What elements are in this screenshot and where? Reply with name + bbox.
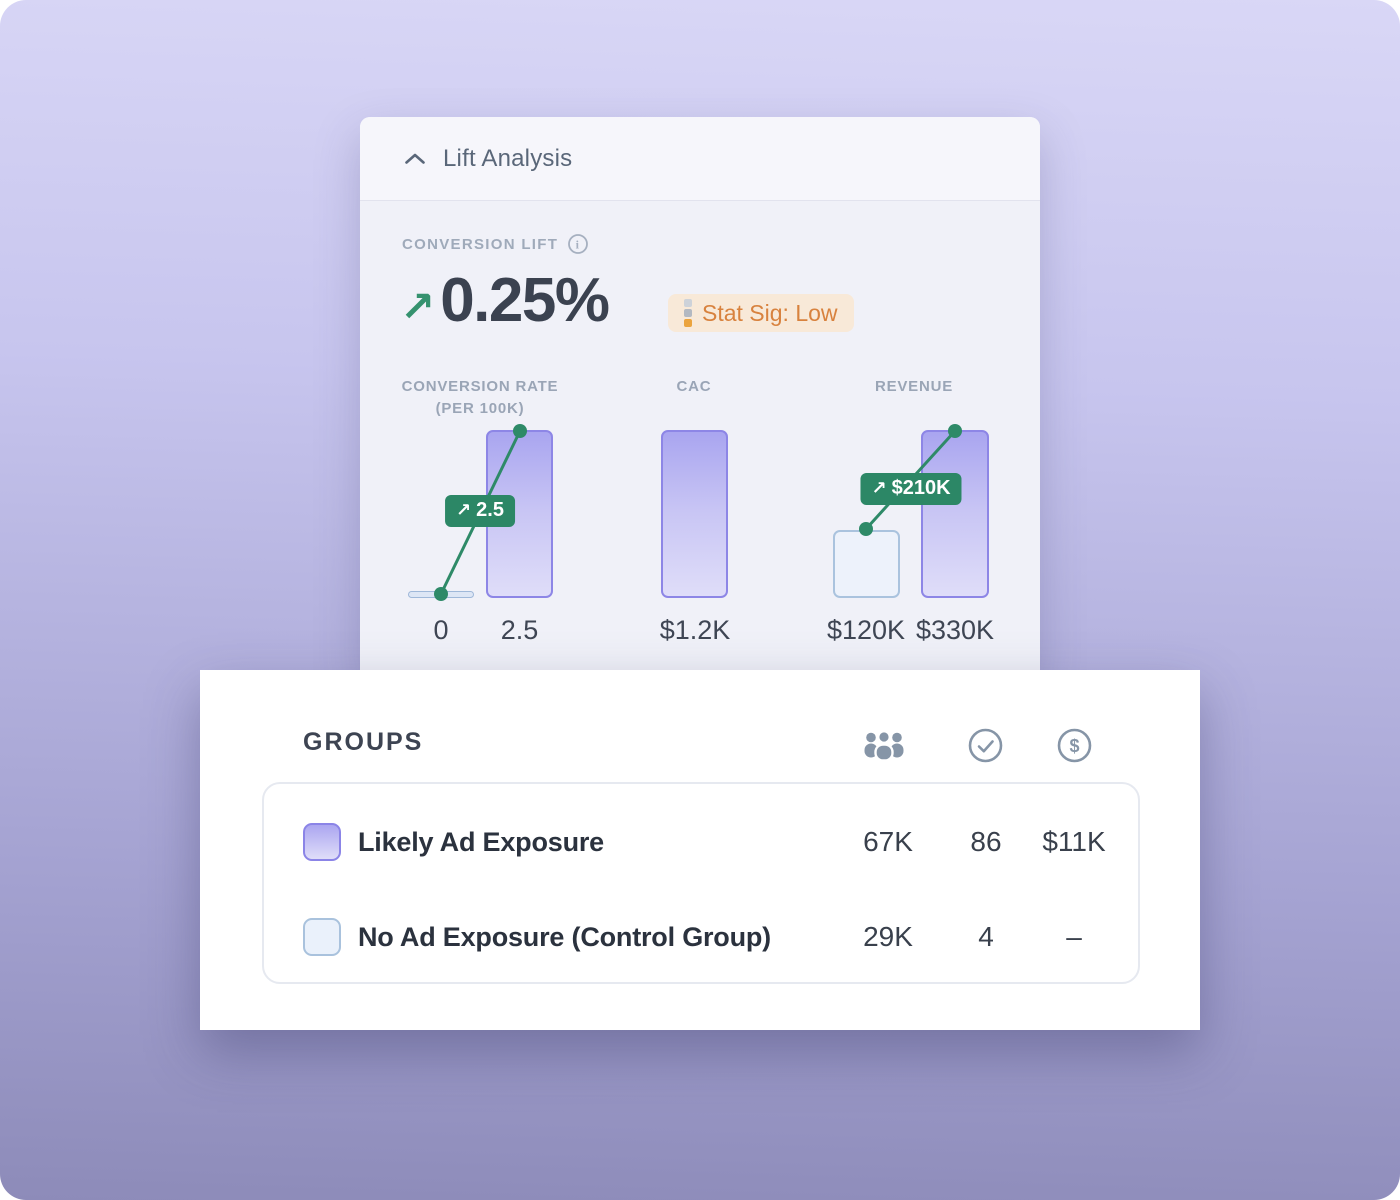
bar-revenue-control (833, 530, 900, 598)
group-label: No Ad Exposure (Control Group) (358, 921, 771, 952)
stat-sig-text: Stat Sig: Low (702, 299, 838, 326)
bar-revenue-exposed (921, 430, 989, 598)
revenue-dollar-icon: $ (1057, 728, 1092, 763)
lift-analysis-panel: Lift Analysis CONVERSION LIFT i ↗ 0.25% … (360, 117, 1040, 677)
group-row-no-ad-exposure[interactable]: No Ad Exposure (Control Group) 29K 4 – (264, 915, 1138, 959)
bar-label: $120K (826, 615, 906, 645)
info-icon[interactable]: i (567, 233, 589, 255)
chart-title-conversion-rate: CONVERSION RATE (PER 100K) (380, 376, 580, 420)
group-revenue-value: – (1066, 921, 1082, 952)
lift-analysis-header[interactable]: Lift Analysis (360, 117, 1040, 201)
svg-text:$: $ (1069, 736, 1079, 756)
groups-list: Likely Ad Exposure 67K 86 $11K No Ad Exp… (262, 782, 1140, 984)
bar-cac-exposed (661, 430, 728, 598)
lift-badge-revenue: ↗ $210K (860, 473, 962, 505)
bar-label: $330K (915, 615, 995, 645)
conversion-lift-label-text: CONVERSION LIFT (402, 235, 559, 253)
stat-sig-badge: Stat Sig: Low (668, 294, 854, 332)
lift-badge-conversion: ↗ 2.5 (445, 495, 515, 527)
bar-label: 2.5 (500, 615, 539, 645)
lift-badge-value: 2.5 (476, 499, 504, 521)
chevron-up-icon[interactable] (404, 152, 426, 165)
conversion-lift-label: CONVERSION LIFT i (402, 233, 589, 255)
control-group-swatch (303, 918, 341, 956)
group-conversions-value: 4 (978, 921, 994, 952)
group-conversions-value: 86 (970, 826, 1002, 857)
chart-title-revenue: REVENUE (874, 378, 954, 395)
signal-strength-icon (684, 299, 692, 327)
chart-title-line1: CONVERSION RATE (401, 378, 559, 395)
trend-up-arrow-icon: ↗ (871, 478, 887, 499)
group-row-likely-ad-exposure[interactable]: Likely Ad Exposure 67K 86 $11K (264, 820, 1138, 864)
panel-title: Lift Analysis (443, 144, 573, 172)
bar-conversion-control (408, 591, 474, 598)
group-label: Likely Ad Exposure (358, 826, 604, 857)
chart-title-cac: CAC (676, 378, 712, 395)
groups-card: GROUPS $ Likely Ad Exposure (200, 670, 1200, 1030)
group-revenue-value: $11K (1042, 826, 1106, 857)
trend-up-arrow-icon: ↗ (456, 500, 472, 521)
exposed-group-swatch (303, 823, 341, 861)
conversions-check-icon (968, 728, 1003, 763)
conversion-lift-metric: ↗ 0.25% (400, 265, 610, 336)
trend-up-arrow-icon: ↗ (400, 282, 436, 331)
group-audience-value: 67K (863, 826, 913, 857)
bar-label: $1.2K (659, 615, 731, 645)
bar-label: 0 (433, 615, 449, 645)
group-audience-value: 29K (863, 921, 913, 952)
chart-title-line2: (PER 100K) (435, 399, 525, 417)
svg-text:i: i (576, 238, 581, 252)
lift-badge-value: $210K (891, 477, 951, 499)
groups-title: GROUPS (303, 728, 424, 756)
conversion-lift-value: 0.25% (440, 266, 610, 335)
audience-people-icon (864, 730, 904, 762)
